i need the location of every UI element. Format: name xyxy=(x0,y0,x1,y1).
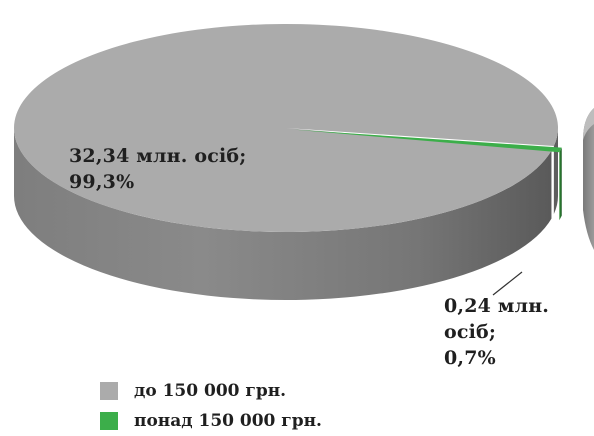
legend-item: понад 150 000 грн. xyxy=(100,406,322,436)
slice-label-small: 0,24 млн. осіб; 0,7% xyxy=(444,293,594,371)
slice-label-large: 32,34 млн. осіб; 99,3% xyxy=(69,143,247,195)
slice-large-side xyxy=(14,128,552,300)
leader-line xyxy=(492,271,523,296)
slice-large xyxy=(14,23,559,232)
pie-chart xyxy=(14,23,594,300)
legend-swatch xyxy=(100,412,118,430)
slice-small-percent: 0,7% xyxy=(444,347,496,369)
neighbor-pie-top xyxy=(583,108,594,250)
neighbor-pie-rim xyxy=(583,108,594,140)
slice-large-percent: 99,3% xyxy=(69,171,135,193)
slice-small-side xyxy=(559,147,562,221)
slice-small-value: 0,24 млн. осіб; xyxy=(444,295,550,343)
legend-swatch xyxy=(100,382,118,400)
slice-large-value: 32,34 млн. осіб; xyxy=(69,145,247,167)
slice-small xyxy=(293,129,562,153)
legend: до 150 000 грн. понад 150 000 грн. xyxy=(100,376,322,436)
legend-label: до 150 000 грн. xyxy=(134,381,287,401)
pie-3d xyxy=(14,23,562,300)
legend-item: до 150 000 грн. xyxy=(100,376,322,406)
legend-label: понад 150 000 грн. xyxy=(134,411,322,431)
